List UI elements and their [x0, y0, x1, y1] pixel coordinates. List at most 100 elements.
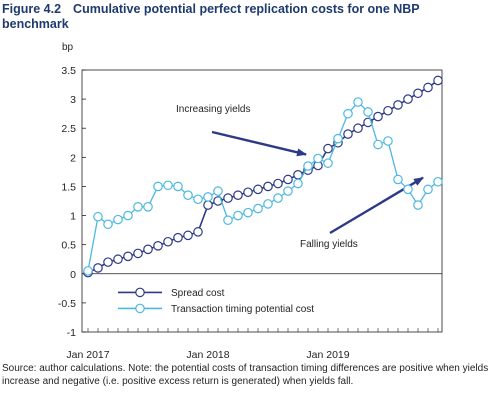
series-line [87, 101, 439, 271]
series-point [343, 129, 353, 139]
series-point [383, 136, 393, 146]
y-tick-label: 3 [70, 94, 76, 106]
series-point [143, 202, 153, 212]
plot-frame [81, 69, 443, 333]
x-tick-label: Jan 2018 [186, 349, 229, 360]
series-point [183, 230, 193, 241]
series-point [223, 193, 233, 203]
y-tick-label: 2.5 [61, 123, 76, 135]
series-transaction-timing-cost [83, 97, 443, 276]
series-point [123, 210, 133, 221]
series-point [403, 94, 413, 104]
legend-swatch-marker [135, 287, 145, 298]
series-point [313, 153, 323, 164]
series-point [223, 215, 233, 226]
series-point [253, 203, 263, 214]
legend-item: Spread cost [118, 287, 225, 299]
series-point [243, 207, 253, 218]
series-point [273, 193, 283, 203]
y-tick-label: 0 [70, 269, 76, 281]
series-point [263, 199, 273, 209]
series-point [393, 100, 403, 110]
series-point [283, 174, 293, 185]
y-tick-label: 0.5 [61, 240, 76, 252]
series-point [123, 251, 133, 262]
series-point [433, 75, 443, 86]
series-point [293, 178, 303, 189]
series-spread-cost [83, 75, 443, 278]
series-point [173, 232, 183, 243]
series-point [433, 176, 443, 187]
y-tick-label: 3.5 [61, 65, 76, 77]
series-point [163, 236, 173, 247]
series-point [423, 82, 433, 93]
y-tick-label: 1 [70, 211, 76, 223]
figure-title-text: Cumulative potential perfect replication… [2, 2, 420, 31]
legend-swatch-marker [135, 303, 145, 314]
series-point [373, 139, 383, 150]
series-point [103, 219, 113, 230]
series-point [113, 254, 123, 265]
y-tick-label: 2 [70, 152, 76, 164]
legend-item: Transaction timing potential cost [118, 303, 314, 315]
y-axis-unit-label: bp [62, 42, 74, 53]
series-point [343, 108, 353, 119]
y-tick-label: 1.5 [61, 181, 76, 193]
x-tick-label: Jan 2017 [66, 349, 109, 360]
legend: Spread cost Transaction timing potential … [118, 287, 314, 315]
figure-title: Figure 4.2 Cumulative potential perfect r… [2, 2, 487, 32]
legend-label: Transaction timing potential cost [171, 304, 314, 315]
annotation-increasing-yields: Increasing yields [176, 104, 250, 115]
series-point [183, 190, 193, 200]
series-point [93, 263, 103, 273]
series-point [383, 105, 393, 116]
series-point [193, 227, 203, 237]
x-tick-label: Jan 2019 [306, 349, 349, 360]
series-point [253, 184, 263, 195]
series-point [403, 184, 413, 195]
series-point [303, 161, 313, 171]
series-point [203, 192, 213, 202]
figure-number: Figure 4.2 [2, 2, 62, 16]
series-point [233, 190, 243, 200]
series-point [333, 133, 343, 144]
series-point [203, 200, 213, 210]
series-point [323, 158, 333, 168]
series-point [353, 123, 363, 134]
series-point [413, 200, 423, 210]
series-point [93, 211, 103, 222]
series-point [103, 257, 113, 267]
series-point [373, 111, 383, 122]
series-point [413, 88, 423, 99]
source-note: Source: author calculations. Note: the p… [2, 363, 489, 387]
series-point [213, 186, 223, 196]
series-point [353, 97, 363, 107]
series-point [363, 107, 373, 117]
y-tick-label: -1 [67, 327, 76, 339]
series-point [193, 194, 203, 205]
series-point [273, 178, 283, 189]
series-layer [83, 75, 443, 278]
series-point [243, 187, 253, 198]
series-point [423, 184, 433, 195]
series-point [173, 181, 183, 192]
series-point [283, 186, 293, 196]
axes-layer: 3.5 3 2.5 2 1.5 1 0.5 0 -0.5 -1 Jan 2017 Jan 2018 Ja… [58, 65, 442, 360]
chart: bp 3.5 3 2.5 2 1.5 1 0.5 0 -0.5 -1 Jan 2017 Jan 201… [58, 42, 443, 360]
series-point [143, 244, 153, 255]
series-point [233, 210, 243, 221]
series-point [113, 214, 123, 225]
legend-label: Spread cost [171, 288, 225, 299]
series-point [153, 241, 163, 251]
series-point [133, 202, 143, 212]
series-point [133, 248, 143, 259]
y-tick-label: -0.5 [58, 298, 76, 310]
series-point [83, 266, 93, 276]
series-point [153, 181, 163, 192]
series-point [263, 181, 273, 192]
series-point [163, 180, 173, 191]
series-point [323, 143, 333, 154]
series-point [393, 174, 403, 185]
annotation-arrow-increasing [211, 130, 307, 157]
annotation-falling-yields: Falling yields [300, 239, 358, 250]
